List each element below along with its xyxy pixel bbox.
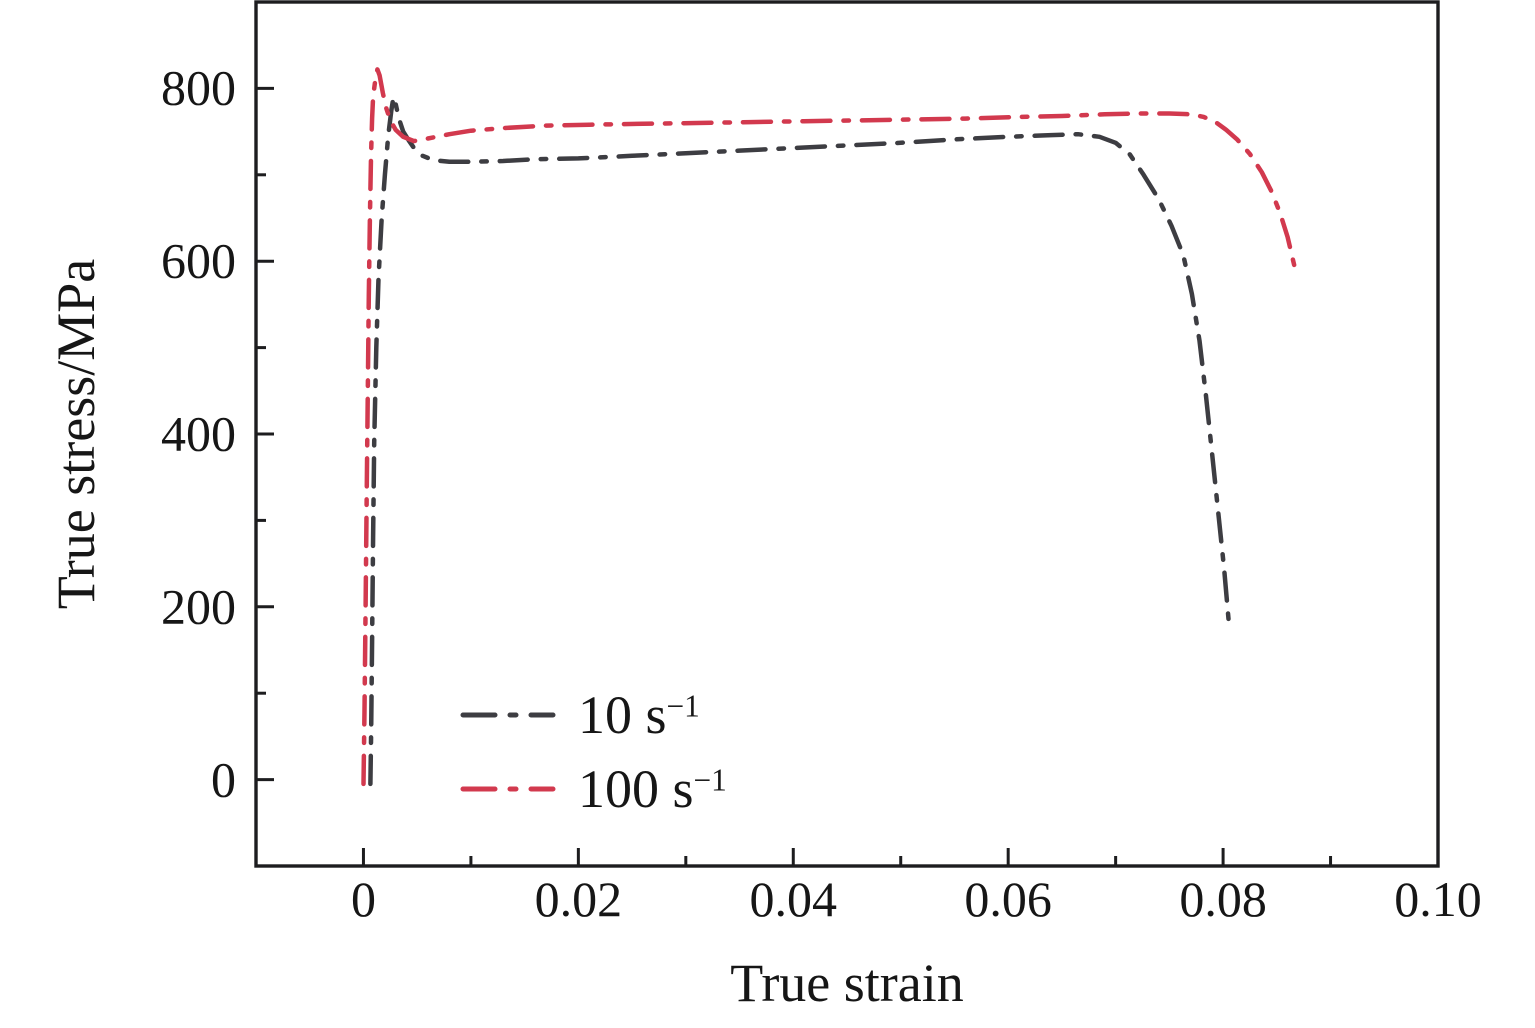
legend-exponent: −1 xyxy=(666,688,700,724)
legend-item-10s: 10 s−1 xyxy=(460,685,700,745)
x-axis-title: True strain xyxy=(730,953,964,1013)
x-tick-label: 0.10 xyxy=(1394,871,1482,927)
legend-label-10s: 10 s−1 xyxy=(578,685,700,745)
y-tick-label: 400 xyxy=(161,405,236,462)
y-tick-label: 200 xyxy=(161,578,236,635)
legend-label-100s: 100 s−1 xyxy=(578,759,727,819)
x-tick-label: 0 xyxy=(350,871,376,927)
y-axis-title: True stress/MPa xyxy=(46,258,106,610)
legend-line-100s-icon xyxy=(460,786,556,792)
legend-item-100s: 100 s−1 xyxy=(460,759,727,819)
plot-frame xyxy=(254,0,1440,868)
x-tick-label: 0.02 xyxy=(534,871,623,927)
series-line-10s xyxy=(368,94,1231,787)
y-tick-label: 0 xyxy=(211,751,236,808)
y-tick-label: 600 xyxy=(161,232,236,289)
x-tick-label: 0.04 xyxy=(749,871,838,927)
series-line-100s xyxy=(361,67,1298,787)
x-tick-label: 0.06 xyxy=(964,871,1052,927)
y-tick-label: 800 xyxy=(161,59,236,116)
legend-line-10s-icon xyxy=(460,712,556,718)
x-tick-label: 0.08 xyxy=(1179,871,1267,927)
legend-exponent: −1 xyxy=(693,762,727,798)
